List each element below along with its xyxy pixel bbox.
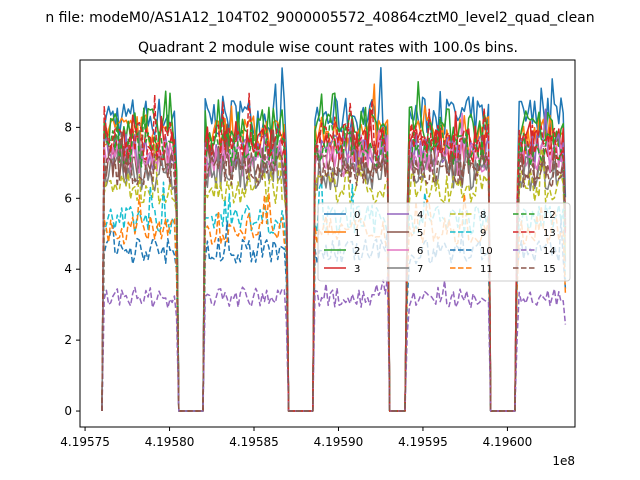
- legend-label-4: 4: [417, 210, 423, 221]
- x-tick-label: 4.19595: [398, 435, 448, 449]
- x-tick-label: 4.19600: [483, 435, 533, 449]
- series-line-8: [101, 144, 567, 412]
- legend-label-8: 8: [480, 210, 486, 221]
- x-tick-label: 4.19580: [145, 435, 195, 449]
- legend-label-15: 15: [543, 264, 556, 275]
- legend-label-13: 13: [543, 228, 556, 239]
- chart-title: Quadrant 2 module wise count rates with …: [138, 40, 518, 56]
- legend-label-3: 3: [354, 264, 360, 275]
- legend-box: [317, 202, 571, 282]
- x-tick-label: 4.19585: [229, 435, 279, 449]
- legend-label-0: 0: [354, 210, 360, 221]
- legend-label-2: 2: [354, 246, 360, 257]
- legend-label-11: 11: [480, 264, 493, 275]
- axes: 4.19575 4.19580 4.19585 4.19590 4.19595 4.196…: [60, 59, 576, 449]
- legend-label-5: 5: [417, 228, 423, 239]
- figure-suptitle: n file: modeM0/AS1A12_104T02_9000005572_…: [45, 10, 594, 26]
- y-tick-label: 8: [64, 120, 72, 134]
- series-line-15: [101, 129, 567, 412]
- legend-label-12: 12: [543, 210, 556, 221]
- series-line-14: [101, 276, 567, 412]
- legend-label-10: 10: [480, 246, 493, 257]
- y-tick-label: 6: [64, 191, 72, 205]
- legend-label-9: 9: [480, 228, 486, 239]
- x-tick-label: 4.19575: [60, 435, 110, 449]
- x-tick-label: 4.19590: [314, 435, 364, 449]
- y-tick-label: 2: [64, 333, 72, 347]
- x-axis-offset-label: 1e8: [552, 454, 575, 468]
- legend-label-14: 14: [543, 246, 556, 257]
- y-tick-label: 4: [64, 262, 72, 276]
- legend-label-7: 7: [417, 264, 423, 275]
- y-tick-label: 0: [64, 404, 72, 418]
- plot-frame: [79, 59, 576, 428]
- legend-label-6: 6: [417, 246, 423, 257]
- legend-label-1: 1: [354, 228, 360, 239]
